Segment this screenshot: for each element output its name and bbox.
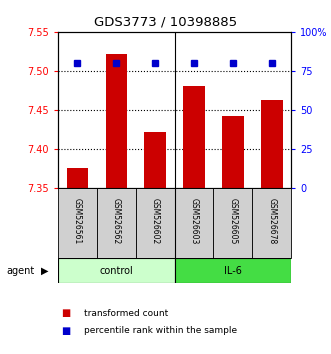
Bar	[213, 188, 252, 258]
Text: percentile rank within the sample: percentile rank within the sample	[84, 326, 238, 336]
Bar	[222, 116, 244, 188]
Text: ▶: ▶	[41, 266, 48, 276]
Text: IL-6: IL-6	[224, 266, 242, 276]
Text: GSM526678: GSM526678	[267, 199, 276, 245]
Bar	[261, 101, 283, 188]
Bar	[67, 168, 88, 188]
Bar	[175, 188, 213, 258]
Text: control: control	[99, 266, 133, 276]
Bar	[136, 188, 175, 258]
Text: GSM526561: GSM526561	[73, 199, 82, 245]
Text: GDS3773 / 10398885: GDS3773 / 10398885	[94, 16, 237, 29]
Bar	[106, 54, 127, 188]
Bar	[58, 188, 97, 258]
Text: agent: agent	[7, 266, 35, 276]
Bar	[175, 258, 291, 283]
Text: GSM526603: GSM526603	[190, 198, 199, 245]
Text: GSM526605: GSM526605	[228, 198, 237, 245]
Bar	[97, 188, 136, 258]
Bar	[144, 132, 166, 188]
Text: GSM526602: GSM526602	[151, 199, 160, 245]
Text: transformed count: transformed count	[84, 309, 169, 318]
Text: GSM526562: GSM526562	[112, 199, 121, 245]
Text: ■: ■	[61, 326, 71, 336]
Bar	[252, 188, 291, 258]
Text: ■: ■	[61, 308, 71, 318]
Bar	[58, 258, 175, 283]
Bar	[183, 86, 205, 188]
